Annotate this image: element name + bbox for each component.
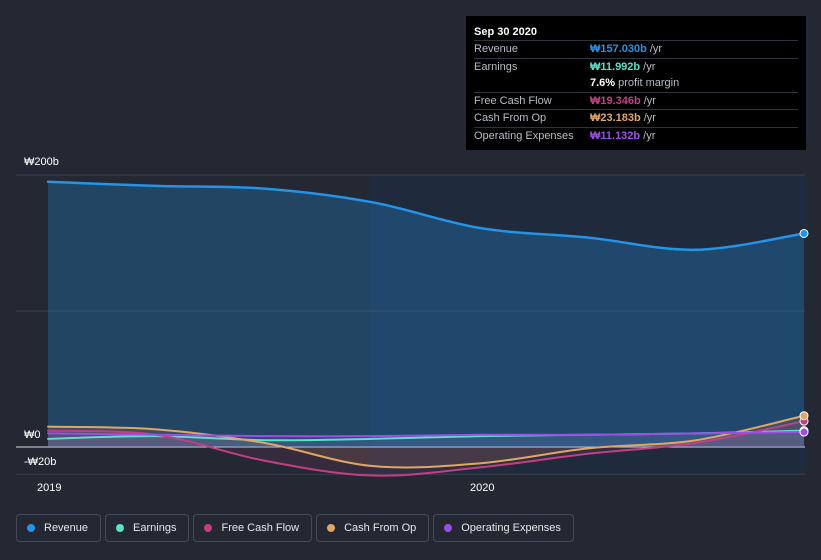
tooltip-value: ₩11.992b: [590, 60, 641, 73]
legend-label: Cash From Op: [344, 522, 417, 534]
tooltip-unit: profit margin: [618, 77, 680, 89]
tooltip-row-earnings: Earnings ₩11.992b /yr: [474, 57, 798, 76]
tooltip-label: Cash From Op: [474, 112, 547, 124]
y-tick-label-zero: ₩0: [24, 429, 41, 441]
past-region-shade: [370, 175, 805, 475]
tooltip-value: ₩19.346b: [590, 94, 641, 107]
legend-dot-icon: [444, 524, 453, 532]
tooltip-value: ₩23.183b: [590, 112, 641, 124]
chart-legend: Revenue Earnings Free Cash Flow Cash Fro…: [16, 514, 574, 542]
series-areas: [48, 181, 804, 476]
data-tooltip: Sep 30 2020 Revenue ₩157.030b /yr Earnin…: [466, 16, 806, 150]
x-tick-label-2020: 2020: [470, 482, 495, 494]
marker-revenue: [799, 228, 809, 238]
tooltip-row-operating-expenses: Operating Expenses ₩11.132b /yr: [474, 126, 798, 145]
tooltip-label: Operating Expenses: [474, 129, 574, 142]
tooltip-unit: /yr: [649, 43, 663, 55]
tooltip-row-free-cash-flow: Free Cash Flow ₩19.346b /yr: [474, 91, 798, 110]
tooltip-unit: /yr: [643, 60, 656, 73]
area-revenue: [48, 181, 804, 448]
line-free-cash-flow: [47, 420, 805, 477]
legend-item-earnings[interactable]: Earnings: [105, 514, 190, 542]
tooltip-unit: /yr: [643, 129, 656, 142]
tooltip-value: 7.6%: [590, 77, 616, 89]
series-lines: [46, 180, 806, 477]
tooltip-label: Free Cash Flow: [474, 94, 552, 107]
x-tick-label-2019: 2019: [37, 482, 62, 494]
area-cash-from-op: [48, 415, 804, 468]
tooltip-label: Earnings: [474, 60, 518, 73]
tooltip-unit: /yr: [643, 112, 656, 124]
tooltip-value: ₩11.132b: [590, 129, 641, 142]
legend-dot-icon: [327, 524, 336, 532]
tooltip-value: ₩157.030b: [590, 43, 647, 55]
marker-cash-from-op: [799, 411, 809, 421]
y-tick-label-bottom: -₩20b: [24, 456, 57, 468]
y-tick-label-top: ₩200b: [24, 156, 59, 168]
legend-item-operating-expenses[interactable]: Operating Expenses: [433, 514, 574, 542]
legend-item-revenue[interactable]: Revenue: [16, 514, 102, 542]
area-free-cash-flow: [48, 421, 804, 476]
tooltip-row-profit-margin: 7.6% profit margin: [474, 75, 798, 92]
line-cash-from-op: [47, 414, 805, 469]
tooltip-label: Revenue: [474, 43, 519, 55]
line-operating-expenses: [47, 431, 805, 438]
tooltip-row-cash-from-op: Cash From Op ₩23.183b /yr: [474, 109, 798, 127]
legend-dot-icon: [204, 524, 213, 532]
tooltip-row-revenue: Revenue ₩157.030b /yr: [474, 40, 798, 58]
legend-item-free-cash-flow[interactable]: Free Cash Flow: [193, 514, 313, 542]
marker-operating-expenses: [799, 427, 809, 437]
area-operating-expenses: [48, 432, 804, 447]
line-revenue: [46, 180, 806, 252]
tooltip-label: [474, 75, 590, 92]
legend-dot-icon: [116, 524, 125, 532]
legend-label: Earnings: [133, 522, 177, 534]
series-end-markers: [799, 228, 809, 437]
tooltip-unit: /yr: [643, 94, 656, 107]
legend-item-cash-from-op[interactable]: Cash From Op: [316, 514, 430, 542]
tooltip-date: Sep 30 2020: [474, 26, 537, 38]
legend-label: Revenue: [44, 522, 89, 534]
legend-dot-icon: [27, 524, 35, 532]
legend-label: Operating Expenses: [461, 522, 561, 534]
legend-label: Free Cash Flow: [221, 522, 300, 534]
